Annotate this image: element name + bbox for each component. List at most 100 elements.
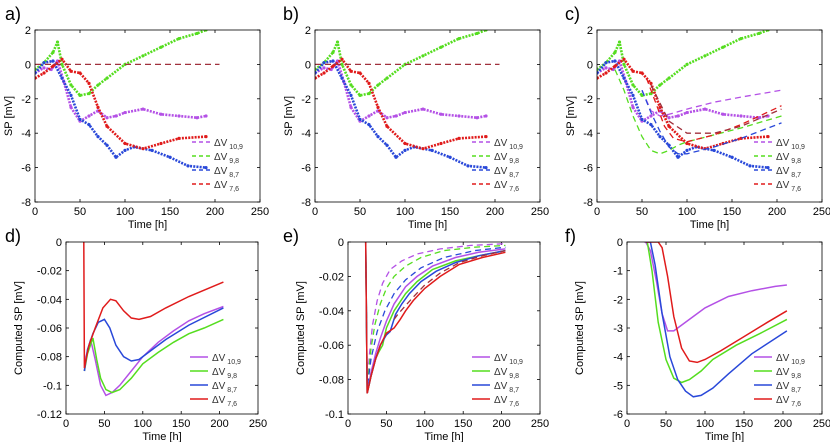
x-tick-label: 50 xyxy=(354,206,366,218)
data-point xyxy=(676,155,680,159)
data-point xyxy=(475,31,479,36)
data-point xyxy=(484,114,488,118)
x-tick-label: 100 xyxy=(134,418,152,430)
panel-5: e) 0 50 100 150 200 250 -0.1 -0.08 -0.06 -0.04 -0.0… xyxy=(283,226,549,442)
data-point xyxy=(78,93,82,97)
data-point xyxy=(150,148,154,152)
data-point xyxy=(340,57,344,61)
data-point xyxy=(105,116,109,120)
legend-subscript: 10,9 xyxy=(227,144,243,151)
data-point xyxy=(42,61,46,65)
data-point xyxy=(51,64,55,68)
x-tick-label: 150 xyxy=(172,418,190,430)
x-tick-label: 50 xyxy=(660,418,672,430)
data-point xyxy=(69,93,73,97)
data-point xyxy=(685,148,689,152)
data-point xyxy=(385,124,389,128)
data-point xyxy=(349,83,353,87)
series-7_6-dashed xyxy=(645,77,782,143)
data-point xyxy=(114,114,118,118)
series-dark_red-dashed xyxy=(393,249,506,320)
data-point xyxy=(87,81,91,85)
series-8_7-solid xyxy=(645,242,788,398)
y-tick-label: 0 xyxy=(338,237,344,249)
legend-subscript: 7,6 xyxy=(507,186,519,193)
legend-subscript: 7,6 xyxy=(225,401,237,408)
data-point xyxy=(105,124,109,128)
y-tick-label: 0 xyxy=(617,237,623,249)
y-axis-label: Computed SP [mV] xyxy=(13,281,25,375)
series-10_9-solid xyxy=(644,242,787,332)
series-8_7-dashed xyxy=(641,89,782,155)
data-point xyxy=(403,141,407,146)
x-tick-label: 50 xyxy=(74,206,86,218)
data-point xyxy=(195,116,199,120)
data-point xyxy=(177,136,181,140)
y-tick-label: -6 xyxy=(301,163,311,175)
x-tick-label: 0 xyxy=(63,418,69,430)
data-point xyxy=(631,105,635,109)
axes-frame xyxy=(34,29,261,203)
data-point xyxy=(141,107,145,111)
legend-subscript: 9,8 xyxy=(789,158,801,165)
data-point xyxy=(658,83,662,87)
data-point xyxy=(448,155,452,159)
data-point xyxy=(376,83,380,87)
data-point xyxy=(457,136,461,140)
data-point xyxy=(349,105,353,109)
x-axis-label: Time [h] xyxy=(705,431,744,442)
data-point xyxy=(177,114,181,118)
data-point xyxy=(403,110,407,115)
data-point xyxy=(748,164,752,168)
legend-label: ΔV 9,8 xyxy=(212,367,237,380)
x-axis-label: Time [h] xyxy=(408,219,447,231)
series-9_8-markers xyxy=(315,30,487,97)
data-point xyxy=(114,155,118,159)
panel-1: a) 0 50 100 150 200 250 -8 -6 -4 -2 0 2 Time [h] SP [m… xyxy=(3,4,269,231)
data-point xyxy=(204,114,208,118)
data-point xyxy=(322,61,326,65)
series-9_8-solid xyxy=(83,318,224,394)
x-tick-label: 150 xyxy=(441,206,459,218)
data-point xyxy=(721,45,725,49)
x-tick-label: 200 xyxy=(486,206,504,218)
y-tick-label: -0.1 xyxy=(43,380,62,392)
data-point xyxy=(141,54,145,58)
series-dark_red-dashed xyxy=(650,84,782,134)
data-point xyxy=(340,62,344,66)
legend-label: ΔV 8,7 xyxy=(494,381,519,394)
data-point xyxy=(613,59,617,63)
series-9_8-dashed xyxy=(365,242,506,389)
x-tick-label: 100 xyxy=(396,206,414,218)
legend-subscript: 7,6 xyxy=(789,186,801,193)
y-tick-label: -2 xyxy=(21,94,31,106)
data-point xyxy=(78,71,82,75)
y-tick-label: -0.02 xyxy=(319,271,344,283)
data-point xyxy=(204,166,208,170)
data-point xyxy=(55,40,60,44)
data-point xyxy=(376,105,380,109)
data-point xyxy=(421,54,425,58)
data-point xyxy=(730,155,734,159)
data-point xyxy=(331,59,335,63)
data-point xyxy=(42,71,46,75)
plot-area xyxy=(35,30,220,170)
legend-label: ΔV 7,6 xyxy=(776,180,801,193)
data-point xyxy=(658,135,662,139)
data-point xyxy=(51,59,55,63)
y-tick-label: -0.12 xyxy=(37,409,62,421)
data-point xyxy=(421,107,425,111)
data-point xyxy=(186,164,190,168)
panel-label: d) xyxy=(5,226,21,246)
legend-label: ΔV 8,7 xyxy=(494,166,519,179)
data-point xyxy=(376,135,380,139)
data-point xyxy=(649,114,653,118)
data-point xyxy=(640,71,644,75)
y-tick-label: -0.08 xyxy=(37,352,62,364)
data-point xyxy=(631,83,635,87)
panel-label: e) xyxy=(283,226,299,246)
series-7_6-solid xyxy=(645,242,788,364)
data-point xyxy=(204,135,208,139)
data-point xyxy=(331,50,335,54)
